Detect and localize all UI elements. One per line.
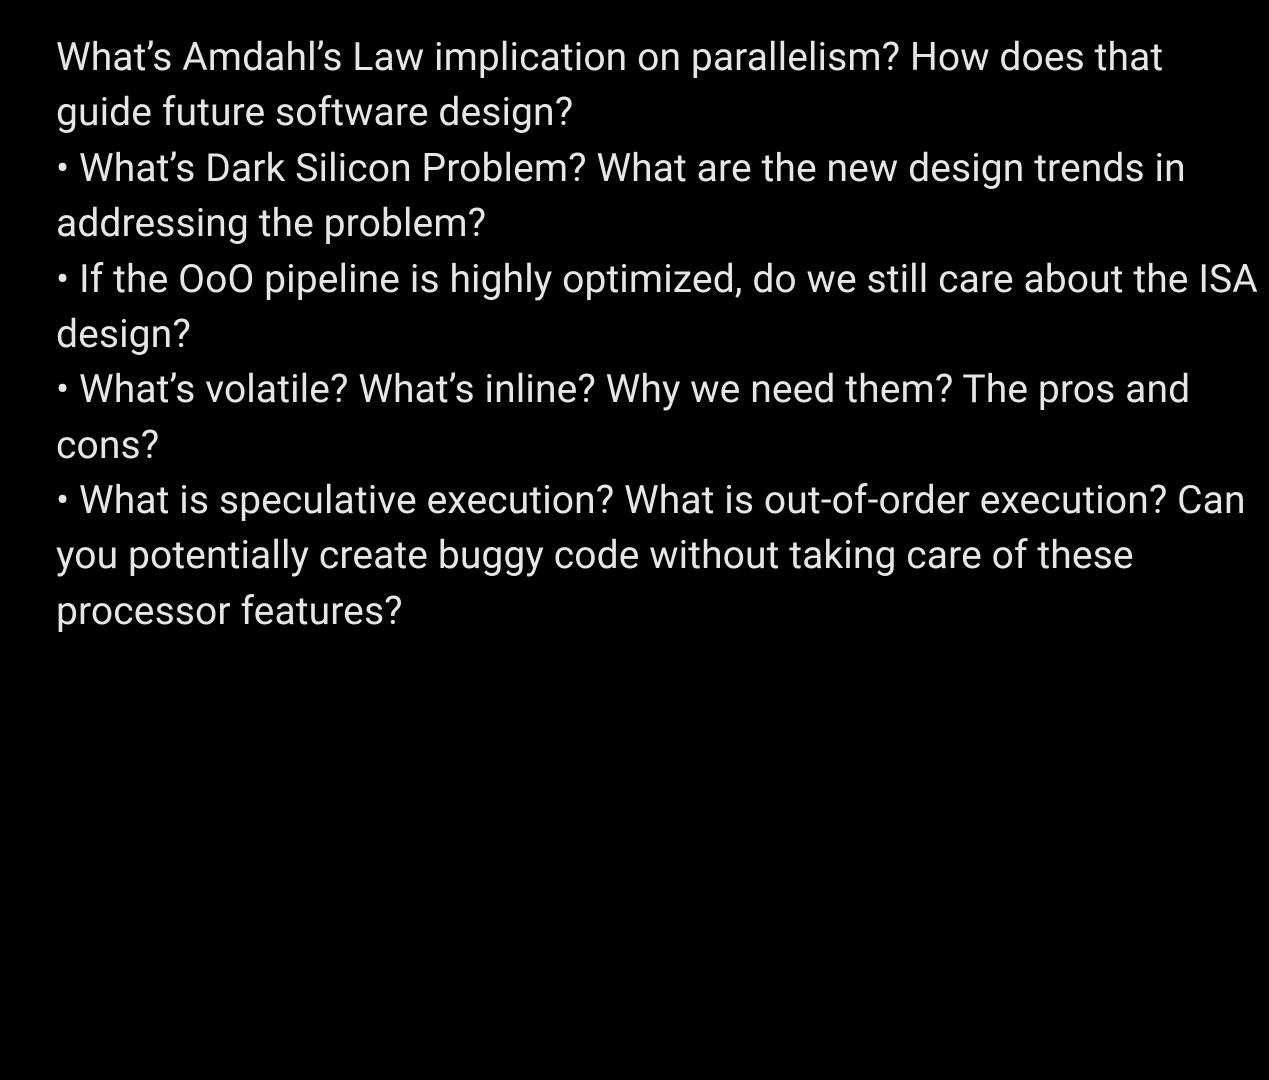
text-line: addressing the problem? (56, 196, 1213, 251)
text-line: processor features? (56, 584, 1213, 639)
document-page: What’s Amdahl’s Law implication on paral… (0, 0, 1269, 639)
text-line: What’s Amdahl’s Law implication on paral… (56, 30, 1213, 85)
text-line: • What’s Dark Silicon Problem? What are … (56, 141, 1213, 196)
text-line: cons? (56, 418, 1213, 473)
text-line: • What’s volatile? What’s inline? Why we… (56, 362, 1213, 417)
text-line: design? (56, 307, 1213, 362)
text-line: • What is speculative execution? What is… (56, 473, 1213, 528)
text-line: guide future software design? (56, 85, 1213, 140)
text-line: you potentially create buggy code withou… (56, 528, 1213, 583)
text-line: • If the OoO pipeline is highly optimize… (56, 252, 1213, 307)
